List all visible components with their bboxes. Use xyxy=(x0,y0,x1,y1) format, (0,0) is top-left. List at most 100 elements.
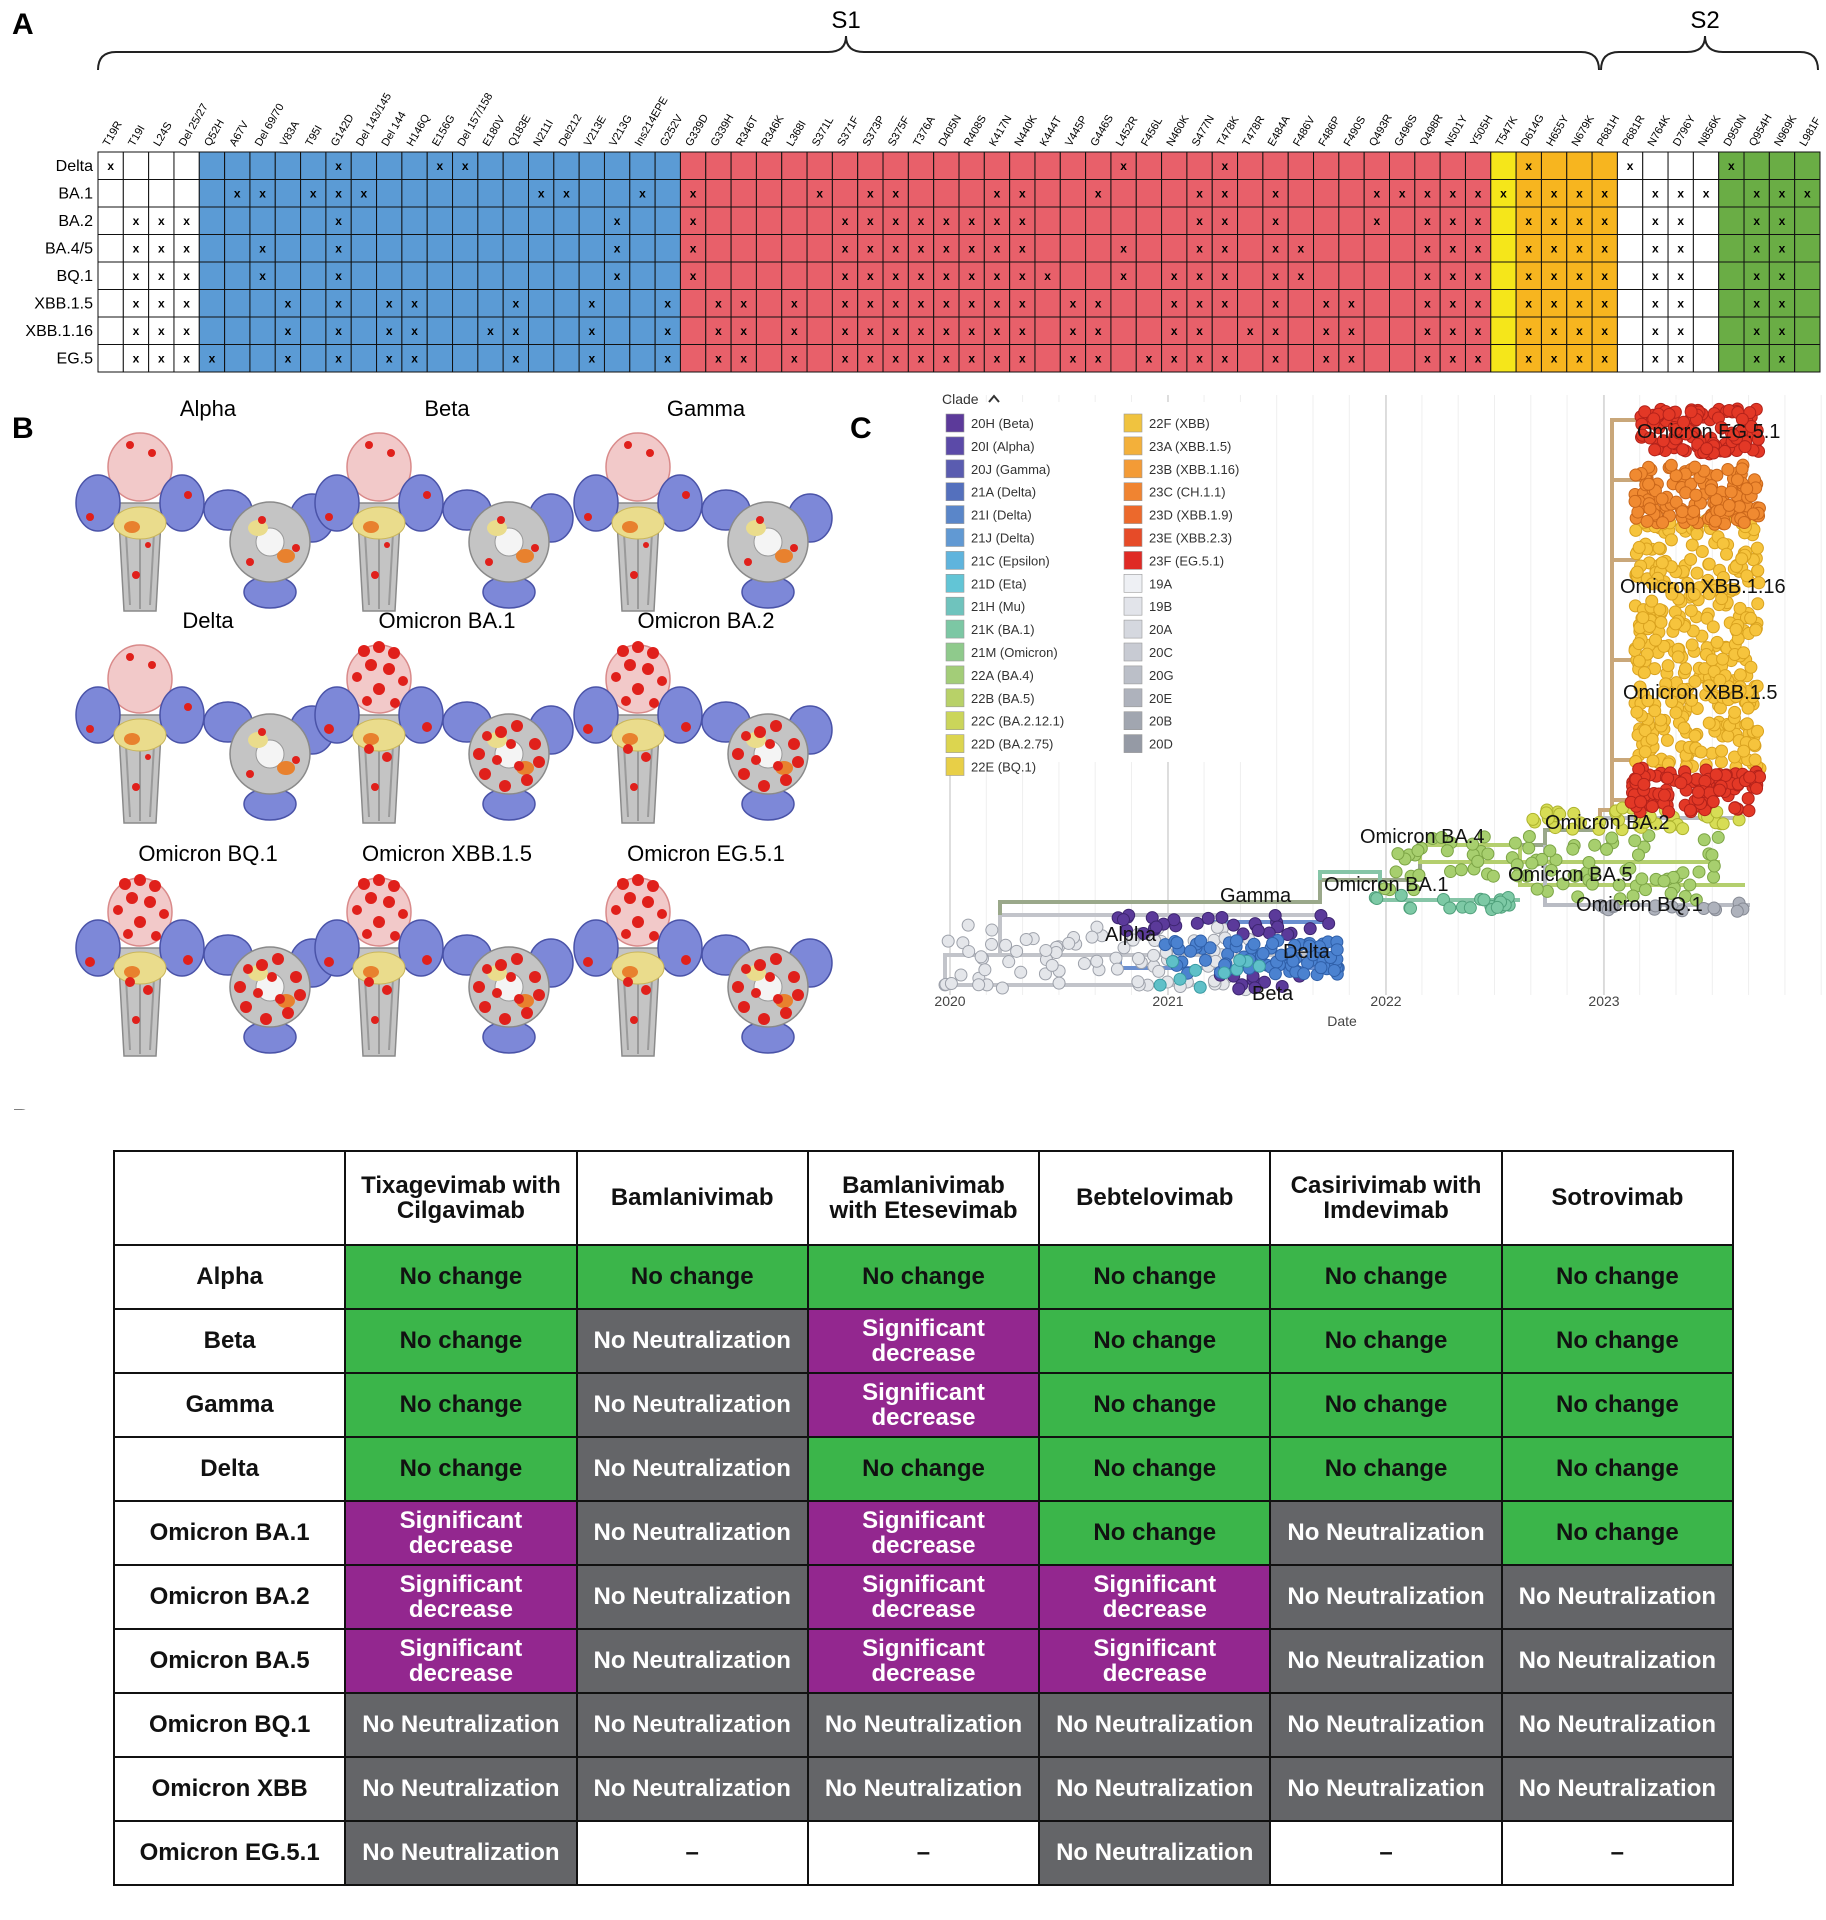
mutation-cell xyxy=(1667,289,1694,318)
tip xyxy=(1045,958,1059,972)
mutation-label: Q52H xyxy=(202,118,227,149)
susceptibility-cell: No change xyxy=(1038,1308,1272,1374)
mutation-cell xyxy=(300,151,327,180)
tip xyxy=(1170,936,1184,950)
legend-label: 23E (XBB.2.3) xyxy=(1149,531,1232,546)
tip xyxy=(1647,412,1661,426)
mutation-cell xyxy=(781,261,808,290)
mutation-label: V83A xyxy=(278,119,302,149)
tree-label: Alpha xyxy=(1105,924,1157,946)
mutation-mark: x xyxy=(892,186,899,200)
susceptibility-cell: No change xyxy=(1500,1500,1735,1566)
mutation-cell xyxy=(1059,151,1087,180)
tip xyxy=(1648,443,1662,457)
mutation-cell xyxy=(148,234,175,263)
column-header: Bebtelovimab xyxy=(1038,1150,1272,1246)
mutation-cell xyxy=(882,344,909,373)
collapse-caret[interactable] xyxy=(988,394,1000,403)
mutation-cell xyxy=(198,179,226,208)
tip xyxy=(1700,442,1714,456)
variant-name: Omicron BA.1 xyxy=(112,1500,347,1566)
susceptibility-cell: No change xyxy=(806,1436,1041,1502)
mutation-cell xyxy=(1161,234,1188,263)
susceptibility-cell: No Neutralization xyxy=(1500,1692,1735,1758)
tip xyxy=(1490,900,1504,914)
structure-top xyxy=(702,935,832,1053)
table-row: Alpha No change No change No change No chang… xyxy=(112,1244,1735,1310)
mutation-cell xyxy=(1313,234,1340,263)
tip xyxy=(1566,842,1580,856)
susceptibility-cell: – xyxy=(1269,1820,1503,1886)
mutation-cell xyxy=(122,261,150,290)
mutation-mark: x xyxy=(1779,186,1786,200)
tip xyxy=(1744,420,1758,434)
tip xyxy=(1173,972,1187,986)
susceptibility-cell: No change xyxy=(1269,1436,1503,1502)
susceptibility-cell: No Neutralization xyxy=(344,1756,578,1822)
legend-swatch xyxy=(945,413,965,433)
mutation-mark: x xyxy=(664,296,671,310)
mutation-cell xyxy=(1211,316,1239,345)
mutation-cell xyxy=(528,151,555,180)
mutation-cell xyxy=(1389,344,1416,373)
mutation-cell xyxy=(1794,151,1821,180)
tip xyxy=(1729,622,1743,636)
susceptibility-cell: No Neutralization xyxy=(575,1436,809,1502)
tree-label: Beta xyxy=(1252,983,1294,1005)
mutation-label: G496S xyxy=(1392,113,1420,149)
mutation-cell xyxy=(528,316,555,345)
legend-swatch xyxy=(945,596,965,616)
susceptibility-cell: No Neutralization xyxy=(1500,1564,1735,1630)
mutation-cell xyxy=(1414,151,1441,180)
legend-swatch xyxy=(945,482,965,502)
tip xyxy=(1706,795,1720,809)
tip xyxy=(1730,904,1744,918)
mutation-cell xyxy=(806,261,833,290)
mutation-cell xyxy=(857,234,884,263)
mutation-mark: x xyxy=(1601,324,1608,338)
tip xyxy=(1486,869,1500,883)
mutation-mark: x xyxy=(1804,186,1811,200)
mutation-cell xyxy=(1540,344,1568,373)
tip xyxy=(1638,745,1652,759)
tip xyxy=(1657,874,1671,888)
mutation-label: A67V xyxy=(227,119,251,149)
row-label: BA.2 xyxy=(58,213,93,230)
tree-tips xyxy=(938,402,1767,997)
mutation-cell xyxy=(452,344,479,373)
mutation-cell xyxy=(730,344,757,373)
mutation-mark: x xyxy=(892,214,899,228)
tip xyxy=(1645,732,1659,746)
variant-name: Delta xyxy=(112,1436,347,1502)
structure-side xyxy=(315,641,443,823)
susceptibility-cell: No Neutralization xyxy=(1500,1756,1735,1822)
table-row: Omicron BA.5 Significant decrease No Neutr… xyxy=(112,1628,1735,1694)
mutation-cell xyxy=(502,151,530,180)
mutation-cell xyxy=(224,289,251,318)
mutation-cell xyxy=(1464,234,1492,263)
tip xyxy=(1600,842,1614,856)
mutation-mark: x xyxy=(1348,296,1355,310)
mutation-cell xyxy=(933,151,960,180)
tip xyxy=(1676,682,1690,696)
mutation-cell xyxy=(426,261,454,290)
tip xyxy=(1665,695,1679,709)
mutation-cell xyxy=(578,179,605,208)
mutation-cell xyxy=(553,179,580,208)
mutation-cell xyxy=(857,344,884,373)
mutation-mark: x xyxy=(1475,241,1482,255)
mutation-mark: x xyxy=(1323,351,1330,365)
tip xyxy=(1612,878,1626,892)
mutation-cell xyxy=(705,151,732,180)
mutation-mark: x xyxy=(1601,241,1608,255)
tip xyxy=(1751,597,1765,611)
legend-label: 20J (Gamma) xyxy=(971,462,1050,477)
tip xyxy=(1713,783,1727,797)
tip xyxy=(954,968,968,982)
mutation-cell xyxy=(806,234,833,263)
mutation-cell xyxy=(958,151,985,180)
mutation-label: N440K xyxy=(1013,113,1041,149)
mutation-mark: x xyxy=(1551,214,1558,228)
mutation-cell xyxy=(781,234,808,263)
susceptibility-cell: No Neutralization xyxy=(1269,1756,1503,1822)
